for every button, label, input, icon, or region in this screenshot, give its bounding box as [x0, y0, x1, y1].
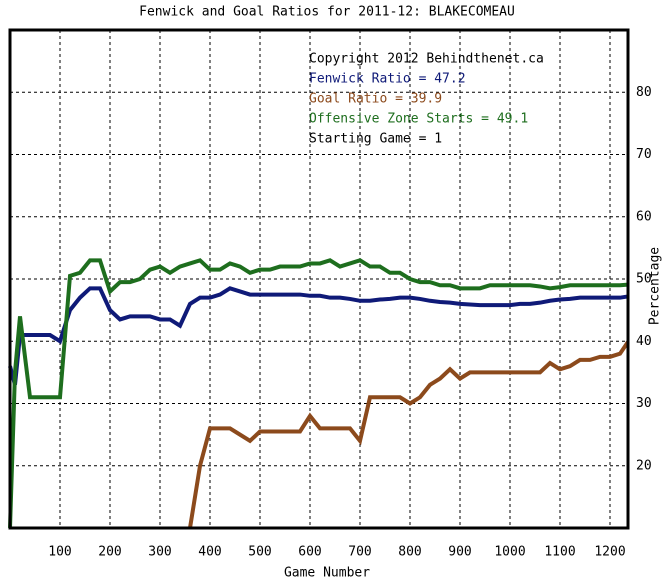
x-tick-label: 500 — [248, 545, 271, 560]
legend-entry: Fenwick Ratio = 47.2 — [309, 72, 466, 87]
series-line — [8, 258, 629, 529]
x-tick-label: 400 — [198, 545, 221, 560]
annotation: Copyright 2012 Behindthenet.ca — [309, 52, 544, 67]
y-tick-label: 60 — [636, 209, 652, 224]
y-tick-label: 30 — [636, 396, 652, 411]
y-tick-label: 70 — [636, 147, 652, 162]
x-tick-label: 100 — [48, 545, 71, 560]
x-tick-label: 900 — [448, 545, 471, 560]
y-tick-label: 40 — [636, 334, 652, 349]
x-tick-label: 1100 — [544, 545, 575, 560]
plot-frame — [8, 28, 630, 530]
x-tick-label: 800 — [398, 545, 421, 560]
y-tick-label: 80 — [636, 85, 652, 100]
legend-entry: Goal Ratio = 39.9 — [309, 92, 442, 107]
x-tick-label: 1200 — [594, 545, 625, 560]
annotation: Starting Game = 1 — [309, 132, 442, 147]
x-tick-label: 300 — [148, 545, 171, 560]
y-tick-label: 50 — [636, 272, 652, 287]
x-tick-label: 200 — [98, 545, 121, 560]
x-axis-label: Game Number — [284, 566, 370, 581]
series-line — [8, 286, 629, 386]
x-tick-label: 700 — [348, 545, 371, 560]
series-line — [188, 340, 630, 529]
x-tick-label: 600 — [298, 545, 321, 560]
y-tick-label: 20 — [636, 458, 652, 473]
chart-title: Fenwick and Goal Ratios for 2011-12: BLA… — [139, 5, 515, 20]
y-axis-label: Percentage — [648, 247, 663, 325]
legend-entry: Offensive Zone Starts = 49.1 — [309, 112, 528, 127]
x-tick-label: 1000 — [494, 545, 525, 560]
